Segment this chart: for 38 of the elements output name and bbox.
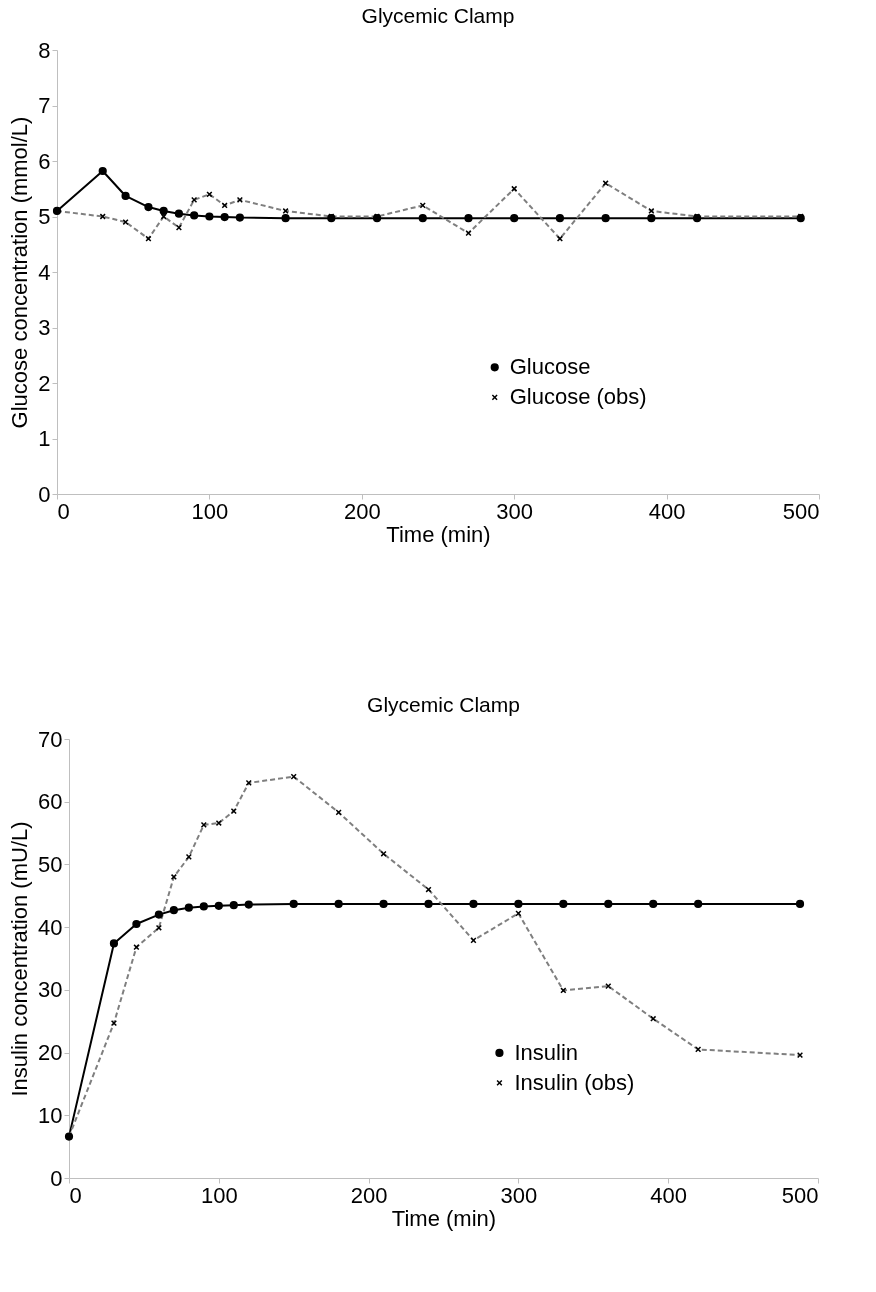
x-tick-label: 300 xyxy=(500,1182,538,1208)
y-tick-label: 0 xyxy=(50,1165,63,1191)
x-tick-label: 0 xyxy=(69,1182,82,1208)
y-tick-label: 5 xyxy=(38,204,51,229)
x-tick-label: 400 xyxy=(648,498,686,524)
x-tick-label: 400 xyxy=(650,1182,688,1208)
y-tick-label: 10 xyxy=(38,1102,63,1128)
x-tick-label: 200 xyxy=(343,498,381,524)
y-tick-label: 3 xyxy=(38,315,51,340)
y-tick-label: 8 xyxy=(38,37,51,63)
y-tick-label: 7 xyxy=(38,93,51,118)
x-tick-label: 500 xyxy=(782,498,820,524)
x-tick-label: 100 xyxy=(191,498,229,524)
y-tick-label: 40 xyxy=(38,914,63,940)
y-axis-title: Glucose concentration (mmol/L) xyxy=(7,116,33,429)
y-tick-label: 2 xyxy=(38,370,51,396)
y-tick-label: 1 xyxy=(38,426,51,451)
y-tick-label: 20 xyxy=(38,1040,63,1066)
x-tick-label: 500 xyxy=(781,1182,819,1208)
x-axis-title: Time (min) xyxy=(391,1205,497,1231)
legend-label: Insulin xyxy=(514,1039,579,1065)
chart-title: Glycemic Clamp xyxy=(367,693,520,716)
y-tick-label: 70 xyxy=(38,726,63,752)
x-tick-label: 100 xyxy=(200,1182,238,1208)
legend-label: Insulin (obs) xyxy=(514,1069,635,1095)
legend-label: Glucose (obs) xyxy=(509,384,647,410)
x-tick-label: 300 xyxy=(496,498,534,524)
y-axis-title: Insulin concentration (mU/L) xyxy=(7,821,33,1097)
y-tick-label: 6 xyxy=(38,148,51,174)
y-tick-label: 4 xyxy=(38,259,51,285)
y-tick-label: 30 xyxy=(38,977,63,1003)
x-axis-title: Time (min) xyxy=(386,521,491,547)
legend-label: Glucose xyxy=(509,354,591,380)
y-tick-label: 60 xyxy=(38,789,63,815)
x-tick-label: 200 xyxy=(350,1182,388,1208)
chart-title: Glycemic Clamp xyxy=(361,4,515,27)
y-tick-label: 0 xyxy=(38,481,51,507)
y-tick-label: 50 xyxy=(38,851,63,877)
